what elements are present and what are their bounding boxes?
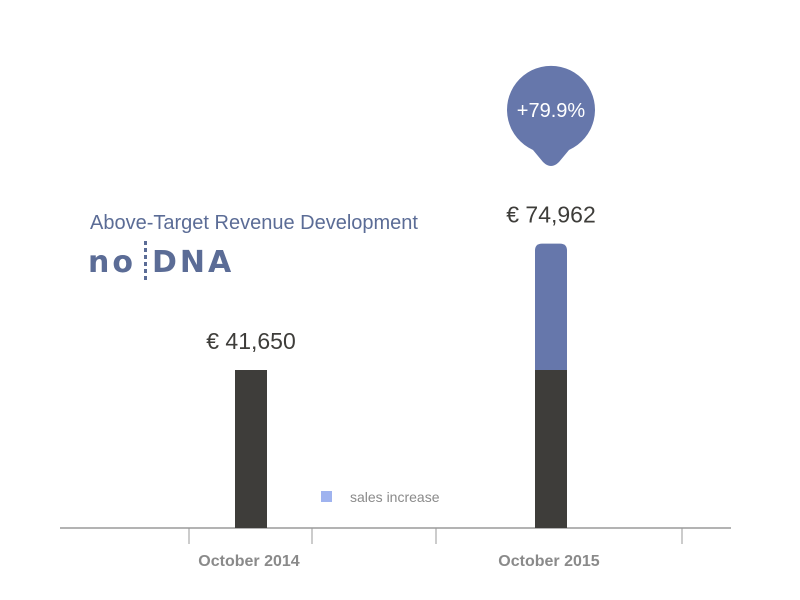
bar-increase bbox=[535, 243, 567, 370]
tick-labels: October 2014 October 2015 bbox=[198, 553, 599, 570]
logo-wordmark: no bbox=[88, 245, 136, 280]
value-label: € 74,962 bbox=[506, 202, 596, 228]
legend-swatch bbox=[321, 491, 332, 502]
x-tick-label: October 2014 bbox=[198, 553, 299, 570]
logo-barcode-mark bbox=[144, 241, 147, 280]
x-tick-label: October 2015 bbox=[498, 553, 599, 570]
callout-text: +79.9% bbox=[517, 100, 586, 122]
nodna-logo: no DNA bbox=[88, 241, 234, 280]
value-label: € 41,650 bbox=[206, 328, 296, 354]
callout-bubble bbox=[507, 65, 596, 166]
legend: sales increase bbox=[321, 489, 440, 505]
chart-subtitle: Above-Target Revenue Development bbox=[90, 212, 418, 234]
bars bbox=[235, 243, 567, 528]
logo-wordmark-tail: DNA bbox=[152, 245, 234, 280]
bar-base bbox=[535, 370, 567, 528]
bar-base bbox=[235, 370, 267, 528]
legend-label: sales increase bbox=[350, 489, 440, 505]
value-labels: € 41,650 € 74,962 bbox=[206, 202, 596, 354]
callout: +79.9% bbox=[507, 65, 596, 166]
x-axis bbox=[60, 527, 731, 544]
